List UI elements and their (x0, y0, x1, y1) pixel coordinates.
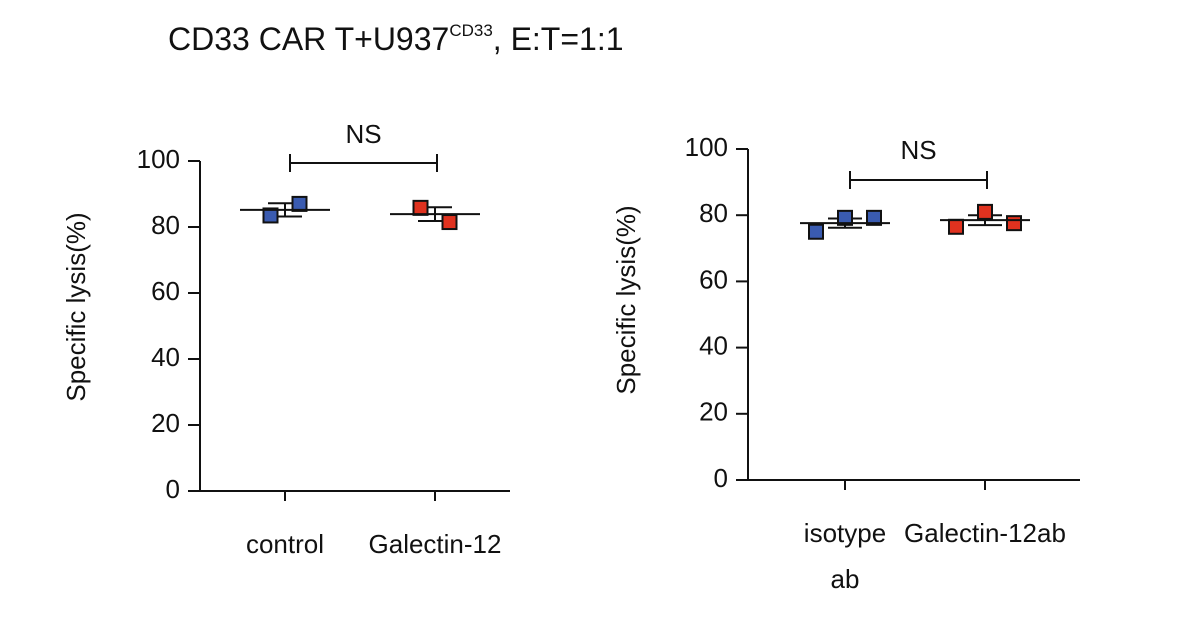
x-tick-label: Galectin-12ab (904, 518, 1066, 548)
significance-bracket (289, 154, 438, 172)
y-axis-label: Specific lysis(%) (611, 205, 641, 394)
title-suffix: , E:T=1:1 (493, 21, 624, 57)
significance-label: NS (345, 119, 381, 149)
data-point (262, 207, 279, 224)
data-point (837, 209, 853, 226)
data-point (291, 195, 308, 212)
y-tick-label: 0 (714, 463, 728, 493)
data-point (1006, 215, 1022, 232)
x-tick-label: isotype (804, 518, 886, 548)
y-tick-label: 20 (151, 408, 180, 438)
significance-label: NS (900, 135, 936, 165)
x-tick-label: control (246, 529, 324, 559)
data-point (441, 214, 458, 231)
x-tick-label: Galectin-12 (369, 529, 502, 559)
y-tick-label: 60 (151, 276, 180, 306)
y-tick-label: 60 (699, 264, 728, 294)
y-tick-label: 80 (151, 210, 180, 240)
x-tick-label: ab (831, 564, 860, 594)
y-tick-label: 0 (166, 474, 180, 504)
y-tick-label: 100 (137, 144, 180, 174)
data-point (948, 218, 964, 235)
data-point (808, 223, 824, 240)
y-tick-label: 100 (685, 132, 728, 162)
title-main: CD33 CAR T+U937 (168, 21, 449, 57)
data-point (412, 199, 429, 216)
data-point (977, 203, 993, 220)
y-axis-label: Specific lysis(%) (61, 212, 91, 401)
y-tick-label: 40 (151, 342, 180, 372)
y-tick-label: 40 (699, 330, 728, 360)
title-superscript: CD33 (449, 21, 492, 40)
data-point (866, 209, 882, 226)
significance-bracket (849, 171, 988, 189)
y-tick-label: 80 (699, 198, 728, 228)
y-tick-label: 20 (699, 397, 728, 427)
figure-title: CD33 CAR T+U937CD33, E:T=1:1 (168, 21, 624, 57)
